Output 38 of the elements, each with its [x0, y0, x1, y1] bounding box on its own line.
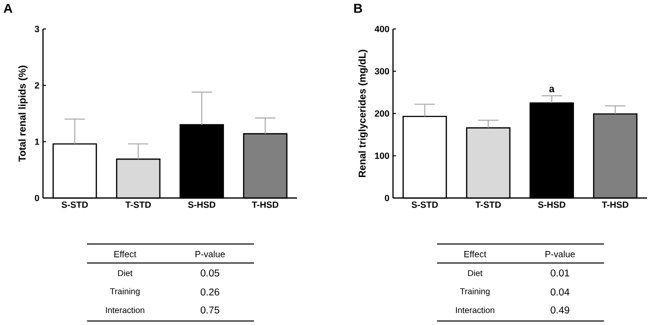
text: Effect — [114, 250, 136, 258]
text: P-value — [196, 250, 225, 258]
x-tick-label: T-STD — [475, 202, 501, 208]
x-tick-label: S-STD — [412, 202, 438, 208]
chart-title: B — [354, 4, 362, 13]
y-tick-label: 3 — [34, 26, 40, 32]
x-tick-label: S-HSD — [188, 202, 216, 208]
y-tick-label: 1 — [35, 138, 40, 145]
annotation: a — [549, 86, 555, 92]
text: Training — [460, 288, 490, 296]
text: 0.05 — [200, 269, 220, 277]
text: 0.04 — [550, 288, 570, 296]
text: Interaction — [456, 306, 494, 314]
y-tick-label: 400 — [374, 26, 390, 32]
text: 0.26 — [200, 288, 220, 296]
text: Effect — [464, 250, 486, 258]
text: Interaction — [106, 306, 144, 314]
y-tick-label: 300 — [374, 68, 390, 74]
chart-title: A — [4, 4, 12, 13]
y-tick-label: 200 — [374, 110, 390, 117]
x-tick-label: T-HSD — [252, 202, 278, 208]
x-tick-label: S-HSD — [538, 202, 566, 208]
text: Diet — [118, 270, 132, 276]
y-tick-label: 2 — [34, 82, 40, 88]
text: Training — [110, 288, 140, 296]
x-tick-label: S-STD — [62, 202, 88, 208]
x-tick-label: T-STD — [125, 202, 151, 208]
text: Diet — [468, 270, 482, 276]
text: P-value — [546, 250, 575, 258]
y-axis-title: Renal triglycerides (mg/dL) — [358, 50, 368, 178]
y-tick-label: 0 — [384, 194, 390, 202]
y-axis-title: Total renal lipids (%) — [18, 66, 28, 162]
text: 0.49 — [550, 306, 570, 314]
text: 0.01 — [550, 269, 570, 277]
x-tick-label: T-HSD — [602, 202, 628, 208]
y-tick-label: 100 — [375, 152, 390, 159]
y-tick-label: 0 — [34, 194, 40, 202]
text: 0.75 — [200, 306, 220, 314]
